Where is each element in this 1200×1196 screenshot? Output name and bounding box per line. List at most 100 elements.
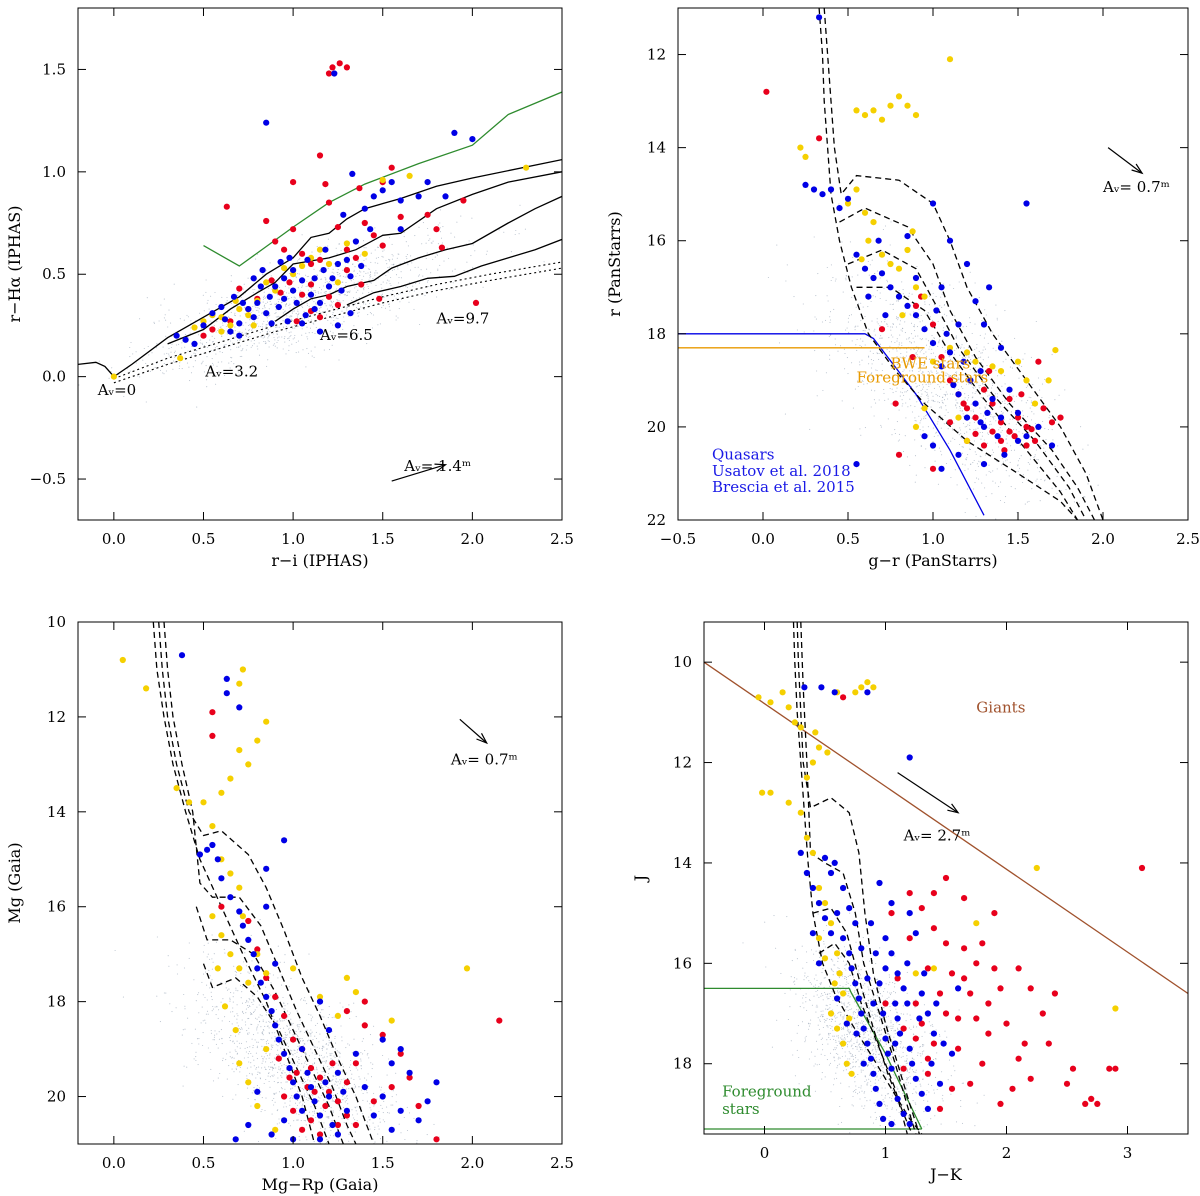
- red-point: [989, 428, 996, 435]
- background-star: [218, 1038, 220, 1040]
- background-star: [835, 278, 837, 280]
- background-star: [259, 1020, 261, 1022]
- background-star: [284, 311, 286, 313]
- x-axis-label: r−i (IPHAS): [271, 551, 368, 570]
- background-star: [310, 1032, 312, 1034]
- background-star: [235, 366, 237, 368]
- isochrone-3-line: [839, 207, 1096, 520]
- background-star: [305, 366, 307, 368]
- background-star: [240, 296, 242, 298]
- background-star: [283, 1019, 285, 1021]
- background-star: [260, 336, 262, 338]
- background-star: [832, 1035, 834, 1037]
- background-star: [952, 363, 954, 365]
- background-star: [968, 448, 971, 450]
- background-star: [403, 261, 405, 263]
- background-star: [926, 1089, 928, 1092]
- yellow-point: [963, 349, 971, 356]
- background-star: [1014, 337, 1016, 339]
- background-star: [245, 1041, 247, 1043]
- red-point: [1014, 414, 1022, 421]
- background-star: [129, 356, 131, 358]
- background-star: [860, 338, 862, 340]
- background-star: [944, 395, 947, 397]
- background-star: [843, 1028, 845, 1030]
- isochrone-5-line: [856, 286, 1079, 520]
- background-star: [355, 1110, 357, 1112]
- background-star: [996, 393, 998, 395]
- background-star: [253, 321, 256, 323]
- background-star: [291, 1087, 293, 1089]
- background-star: [293, 280, 295, 282]
- background-star: [274, 339, 276, 341]
- background-star: [337, 1064, 339, 1066]
- background-star: [841, 975, 843, 977]
- background-star: [436, 296, 438, 298]
- background-star: [813, 978, 815, 980]
- background-star: [1001, 413, 1003, 415]
- background-star: [218, 1031, 220, 1033]
- background-star: [336, 1062, 338, 1064]
- background-star: [985, 418, 987, 420]
- background-star: [817, 1017, 819, 1019]
- background-star: [910, 342, 912, 344]
- background-star: [911, 370, 913, 372]
- background-star: [269, 262, 271, 264]
- background-star: [969, 443, 971, 446]
- reddening-line-a-line: [113, 261, 562, 380]
- background-star: [929, 295, 931, 297]
- background-star: [829, 995, 831, 998]
- background-star: [826, 1005, 828, 1007]
- background-star: [382, 256, 384, 258]
- background-star: [207, 1047, 209, 1049]
- background-star: [466, 261, 468, 263]
- background-star: [944, 1030, 946, 1032]
- background-star: [988, 427, 990, 429]
- background-star: [327, 267, 329, 270]
- background-star: [1015, 423, 1017, 425]
- background-star: [346, 1094, 348, 1097]
- background-star: [314, 346, 316, 348]
- background-star: [939, 377, 941, 379]
- background-star: [261, 1097, 263, 1099]
- background-star: [286, 1036, 288, 1039]
- background-star: [855, 306, 857, 308]
- background-star: [1001, 430, 1003, 432]
- background-star: [289, 272, 291, 274]
- background-star: [194, 360, 196, 362]
- background-star: [432, 258, 434, 260]
- background-star: [341, 310, 343, 312]
- background-star: [391, 264, 393, 266]
- blue-point: [200, 322, 207, 329]
- background-star: [210, 991, 212, 993]
- background-star: [537, 269, 540, 271]
- background-star: [938, 339, 940, 341]
- background-star: [250, 1066, 252, 1068]
- blue-point: [302, 312, 309, 319]
- background-star: [277, 301, 280, 303]
- background-star: [366, 1092, 368, 1094]
- background-star: [409, 269, 412, 271]
- background-star: [258, 314, 260, 316]
- background-star: [251, 1023, 253, 1026]
- background-star: [875, 1059, 877, 1061]
- background-star: [832, 277, 834, 279]
- background-star: [307, 1099, 309, 1101]
- background-star: [842, 1018, 844, 1020]
- background-star: [826, 1039, 828, 1041]
- y-tick-label: −0.5: [30, 470, 66, 488]
- background-star: [927, 402, 929, 404]
- background-star: [892, 308, 894, 310]
- background-star: [230, 302, 232, 305]
- background-star: [297, 1047, 300, 1049]
- background-star: [914, 481, 916, 483]
- background-star: [843, 1016, 845, 1018]
- background-star: [924, 391, 926, 393]
- background-star: [956, 371, 958, 373]
- background-star: [841, 1035, 843, 1037]
- background-star: [324, 1110, 326, 1113]
- background-star: [276, 333, 278, 335]
- background-star: [893, 358, 895, 360]
- background-star: [885, 1024, 887, 1026]
- background-star: [289, 1098, 291, 1100]
